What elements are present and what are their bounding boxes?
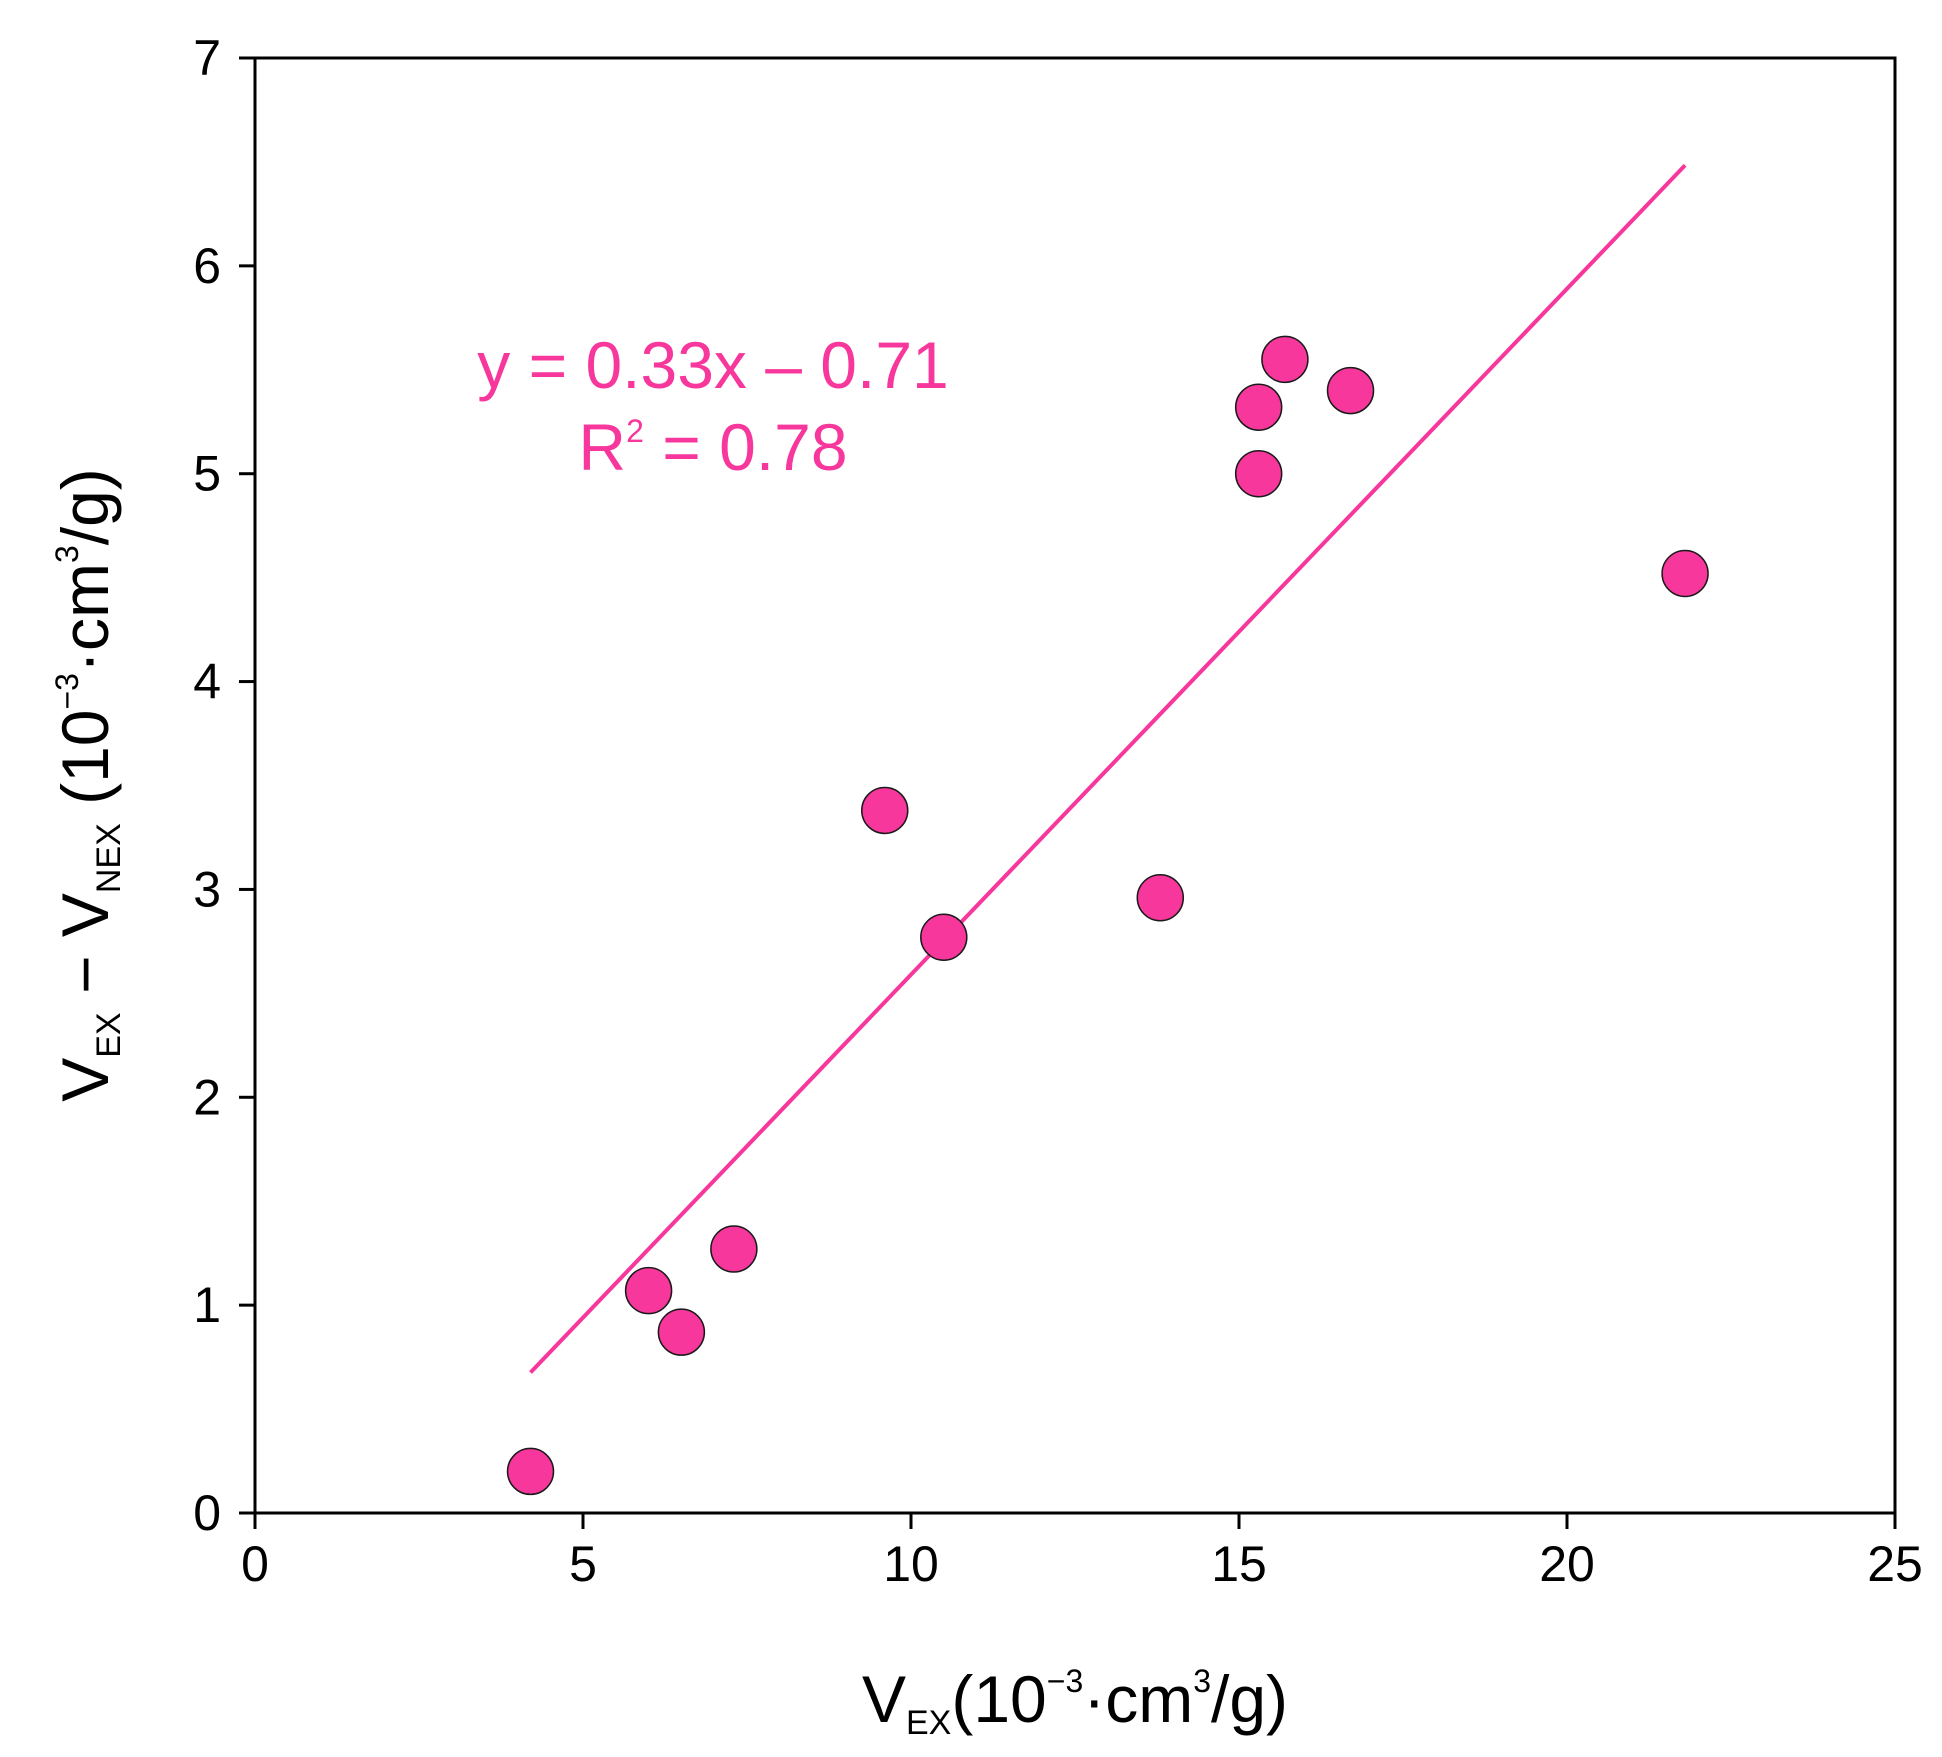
y-label-v1: V [48,1058,122,1102]
y-label-sub2: NEX [90,823,128,893]
y-tick-label: 7 [193,30,221,86]
y-label-unit-prefix: (10 [48,709,122,823]
x-label-unit-prefix: (10 [951,1662,1046,1736]
x-axis-label: VEX(10−3·cm3/g) [862,1662,1288,1742]
y-tick-label: 0 [193,1485,221,1541]
y-label-unit-mid: ·cm [48,563,122,673]
x-label-exp: −3 [1047,1663,1083,1699]
y-label-v2: V [48,893,122,937]
r2-prefix: R [578,410,626,484]
data-point [920,913,968,961]
y-tick-label: 5 [193,446,221,502]
y-tick-label: 4 [193,654,221,710]
x-label-unit-mid: ·cm [1083,1662,1193,1736]
x-label-v: V [862,1662,906,1736]
x-tick-label: 10 [883,1536,939,1592]
plot-area-frame [253,56,1897,1515]
x-tick-label: 0 [241,1536,269,1592]
y-axis-label: VEX − VNEX (10−3·cm3/g) [48,468,128,1102]
x-label-sub: EX [906,1704,951,1742]
data-point [1661,549,1709,598]
x-label-exp2: 3 [1193,1663,1211,1699]
data-points-group [506,335,1709,1496]
data-point [1326,366,1375,415]
y-label-exp2: 3 [49,545,85,563]
data-point [1261,335,1309,384]
data-point [506,1447,555,1496]
data-point [1234,383,1283,431]
regression-equation: y = 0.33x – 0.71 [477,328,949,402]
x-label-unit-suffix: /g) [1211,1662,1288,1736]
r2-superscript: 2 [626,413,644,449]
y-label-sub1: EX [90,1012,128,1057]
data-point [710,1225,758,1273]
data-point [624,1266,673,1315]
y-axis-ticks: 0 1 2 3 4 5 6 7 [193,30,255,1541]
regression-line [529,163,1687,1374]
fit-line-group [529,163,1687,1374]
x-tick-label: 15 [1211,1536,1267,1592]
x-axis-ticks: 0 5 10 15 20 25 [241,1513,1923,1592]
x-tick-label: 25 [1867,1536,1923,1592]
x-tick-label: 5 [569,1536,597,1592]
data-point [1234,449,1283,498]
y-tick-label: 3 [193,861,221,917]
data-point [861,786,909,835]
x-tick-label: 20 [1539,1536,1595,1592]
r2-value: = 0.78 [644,410,848,484]
y-label-unit-suffix: /g) [48,468,122,545]
data-point [657,1308,706,1356]
r-squared-annotation: R2 = 0.78 [578,410,847,484]
y-label-minus: − [48,937,122,1012]
y-tick-label: 1 [193,1277,221,1333]
y-tick-label: 2 [193,1069,221,1125]
data-point [1136,873,1185,922]
y-label-exp: −3 [49,673,85,709]
y-tick-label: 6 [193,238,221,294]
